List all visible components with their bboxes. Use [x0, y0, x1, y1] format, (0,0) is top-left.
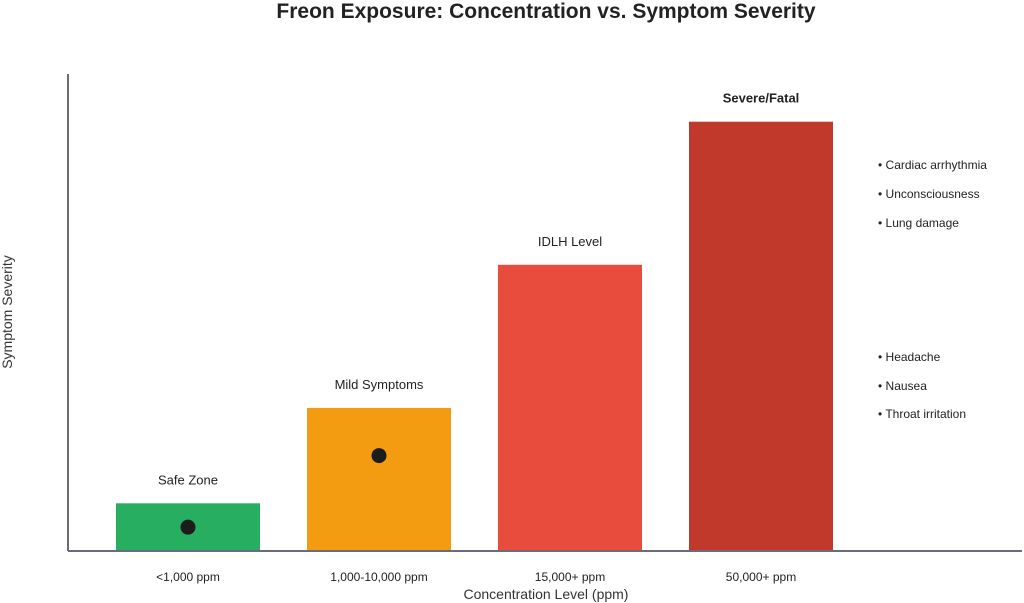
annotation-text: • Nausea — [878, 379, 927, 393]
mild-symptoms-annotation: • Headache • Nausea • Throat irritation — [878, 350, 966, 421]
bar — [307, 407, 451, 551]
x-axis-label: Concentration Level (ppm) — [464, 586, 629, 602]
annotation-text: • Lung damage — [878, 216, 959, 230]
annotation-text: • Throat irritation — [878, 407, 966, 421]
bar — [689, 121, 833, 551]
bar-label: Mild Symptoms — [335, 377, 424, 392]
bar — [498, 264, 642, 551]
chart-title: Freon Exposure: Concentration vs. Sympto… — [276, 0, 815, 23]
annotation-text: • Headache — [878, 350, 941, 364]
marker-dot — [371, 448, 387, 464]
annotation-text: • Cardiac arrhythmia — [878, 158, 987, 172]
bar-label: IDLH Level — [538, 234, 602, 249]
bar-label: Severe/Fatal — [723, 91, 800, 106]
x-tick-label: 50,000+ ppm — [726, 570, 796, 584]
marker-dot — [180, 519, 196, 535]
bar-label: Safe Zone — [158, 472, 218, 487]
annotation-text: • Unconsciousness — [878, 187, 980, 201]
x-tick-label: 15,000+ ppm — [535, 570, 605, 584]
severe-symptoms-annotation: • Cardiac arrhythmia • Unconsciousness •… — [878, 158, 987, 230]
x-tick-label: 1,000-10,000 ppm — [330, 570, 427, 584]
y-axis-label: Symptom Severity — [0, 255, 15, 369]
x-tick-label: <1,000 ppm — [156, 570, 220, 584]
